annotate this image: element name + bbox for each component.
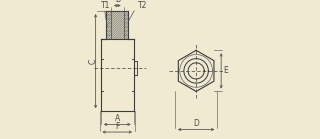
Text: C: C [89, 59, 98, 64]
Text: D: D [193, 119, 199, 128]
Text: T2: T2 [139, 1, 148, 10]
Text: T1: T1 [101, 1, 110, 10]
Text: A: A [115, 114, 120, 123]
Text: E: E [223, 66, 228, 75]
Text: F: F [115, 122, 119, 131]
Text: B: B [115, 0, 120, 4]
